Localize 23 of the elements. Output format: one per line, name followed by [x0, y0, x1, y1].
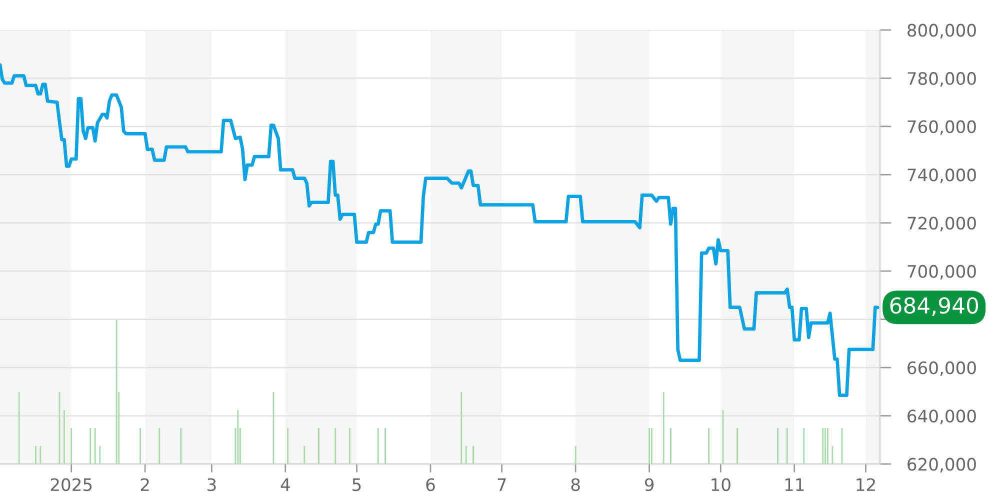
x-tick-label: 7: [498, 478, 506, 491]
y-tick-label: 760,000: [908, 120, 976, 135]
x-tick-label: 4: [280, 478, 290, 491]
annotation: 684,940: [890, 297, 978, 316]
y-tick-label: 720,000: [908, 216, 976, 232]
y-tick-label: 800,000: [908, 24, 976, 38]
y-tick-label: 620,000: [908, 458, 976, 472]
x-tick-label: 3: [208, 478, 216, 492]
x-tick-label: 12: [856, 478, 875, 491]
y-tick-label: 740,000: [908, 168, 976, 184]
x-tick-label: 5: [352, 478, 361, 492]
x-tick-label: 6: [426, 478, 435, 492]
x-tick-label: 2025: [50, 478, 92, 492]
x-tick-label: 8: [571, 478, 580, 492]
y-tick-label: 660,000: [908, 361, 976, 376]
line-series: [0, 63, 880, 397]
y-tick-label: 640,000: [908, 410, 976, 424]
y-tick-label: 700,000: [908, 264, 976, 280]
x-tick-label: 10: [712, 478, 730, 492]
x-tick-label: 11: [785, 478, 804, 491]
x-tick-label: 2: [140, 478, 149, 491]
y-tick-label: 780,000: [908, 72, 976, 87]
x-tick-label: 9: [644, 478, 654, 492]
